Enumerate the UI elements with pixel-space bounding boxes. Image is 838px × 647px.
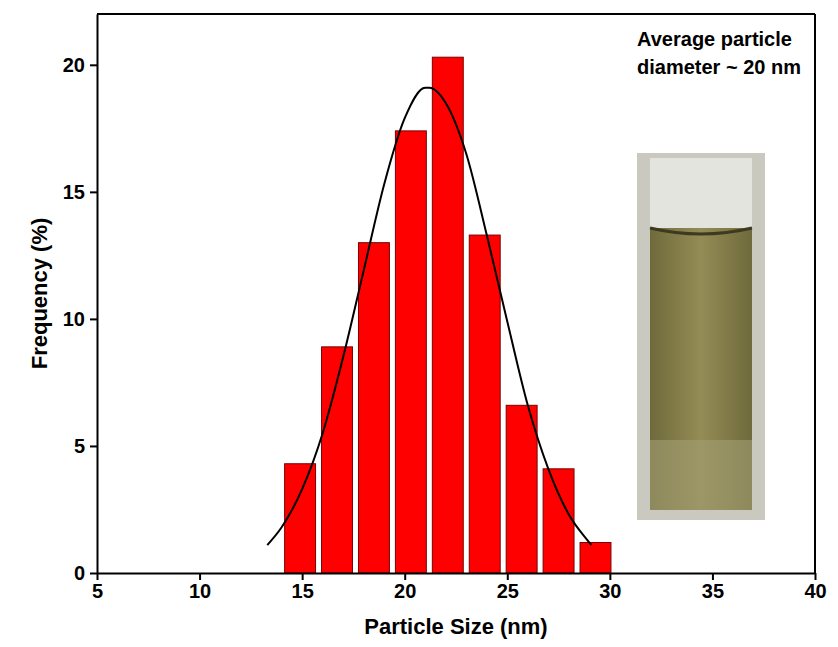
histogram-bar [432, 57, 463, 573]
inset-background [637, 153, 765, 520]
chart: 51015202530354005101520Particle Size (nm… [0, 0, 838, 647]
y-axis: 0 5 10 15 20 [63, 15, 98, 584]
x-tick-label: 25 [497, 580, 519, 602]
annotation: Average particle diameter ~ 20 nm [637, 28, 801, 78]
x-tick-label: 15 [292, 580, 314, 602]
x-tick-label: 40 [804, 580, 826, 602]
x-axis-title: Particle Size (nm) [364, 614, 547, 639]
histogram-bar [358, 243, 389, 573]
y-axis-title: Frequency (%) [27, 218, 52, 370]
x-tick: 25 [497, 573, 519, 602]
y-tick-label: 10 [63, 308, 85, 330]
x-tick-mark [302, 573, 304, 580]
x-tick: 40 [804, 573, 826, 602]
y-tick-mark [90, 445, 97, 447]
histogram-bar [506, 405, 537, 573]
y-tick-mark [90, 64, 97, 66]
inset-cuvette-base [650, 440, 752, 510]
histogram-bar [469, 235, 500, 573]
x-tick-mark [507, 573, 509, 580]
inset-liquid [650, 228, 752, 510]
x-axis: 5 10 15 20 25 30 35 40 [92, 573, 827, 602]
histogram-bar [395, 131, 426, 573]
x-tick-label: 20 [394, 580, 416, 602]
x-tick-mark [712, 573, 714, 580]
x-tick: 35 [702, 573, 724, 602]
x-tick: 15 [292, 573, 314, 602]
y-tick-label: 5 [74, 435, 85, 457]
y-tick-mark [90, 191, 97, 193]
inset-photo [637, 153, 765, 520]
inset-cuvette-top [650, 158, 752, 228]
x-axis-line [98, 573, 816, 575]
y-tick: 0 [74, 562, 97, 584]
y-tick-label: 15 [63, 181, 85, 203]
x-tick: 10 [189, 573, 211, 602]
y-tick: 10 [63, 308, 97, 330]
x-tick-mark [199, 573, 201, 580]
annotation-line: Average particle [637, 28, 792, 50]
x-tick: 20 [394, 573, 416, 602]
x-tick-label: 5 [92, 580, 103, 602]
y-tick-mark [90, 318, 97, 320]
histogram-bar [543, 469, 574, 573]
histogram-bar [285, 464, 316, 573]
x-tick-label: 30 [599, 580, 621, 602]
x-tick: 5 [92, 573, 103, 602]
fit-curve [267, 88, 591, 545]
frame-right [814, 14, 816, 573]
y-axis-line [97, 15, 99, 574]
y-tick: 15 [63, 181, 97, 203]
x-tick-mark [609, 573, 611, 580]
annotation-line: diameter ~ 20 nm [637, 56, 801, 78]
y-tick-mark [90, 573, 97, 575]
frame-top [97, 13, 815, 15]
y-tick-label: 20 [63, 54, 85, 76]
y-tick-label: 0 [74, 562, 85, 584]
y-tick: 20 [63, 54, 97, 76]
x-tick-mark [815, 573, 817, 580]
histogram-bar [580, 543, 611, 573]
y-tick: 5 [74, 435, 97, 457]
x-tick-mark [404, 573, 406, 580]
inset-meniscus [650, 228, 752, 234]
plot-area [267, 57, 611, 573]
x-tick: 30 [599, 573, 621, 602]
x-tick-label: 10 [189, 580, 211, 602]
x-tick-label: 35 [702, 580, 724, 602]
